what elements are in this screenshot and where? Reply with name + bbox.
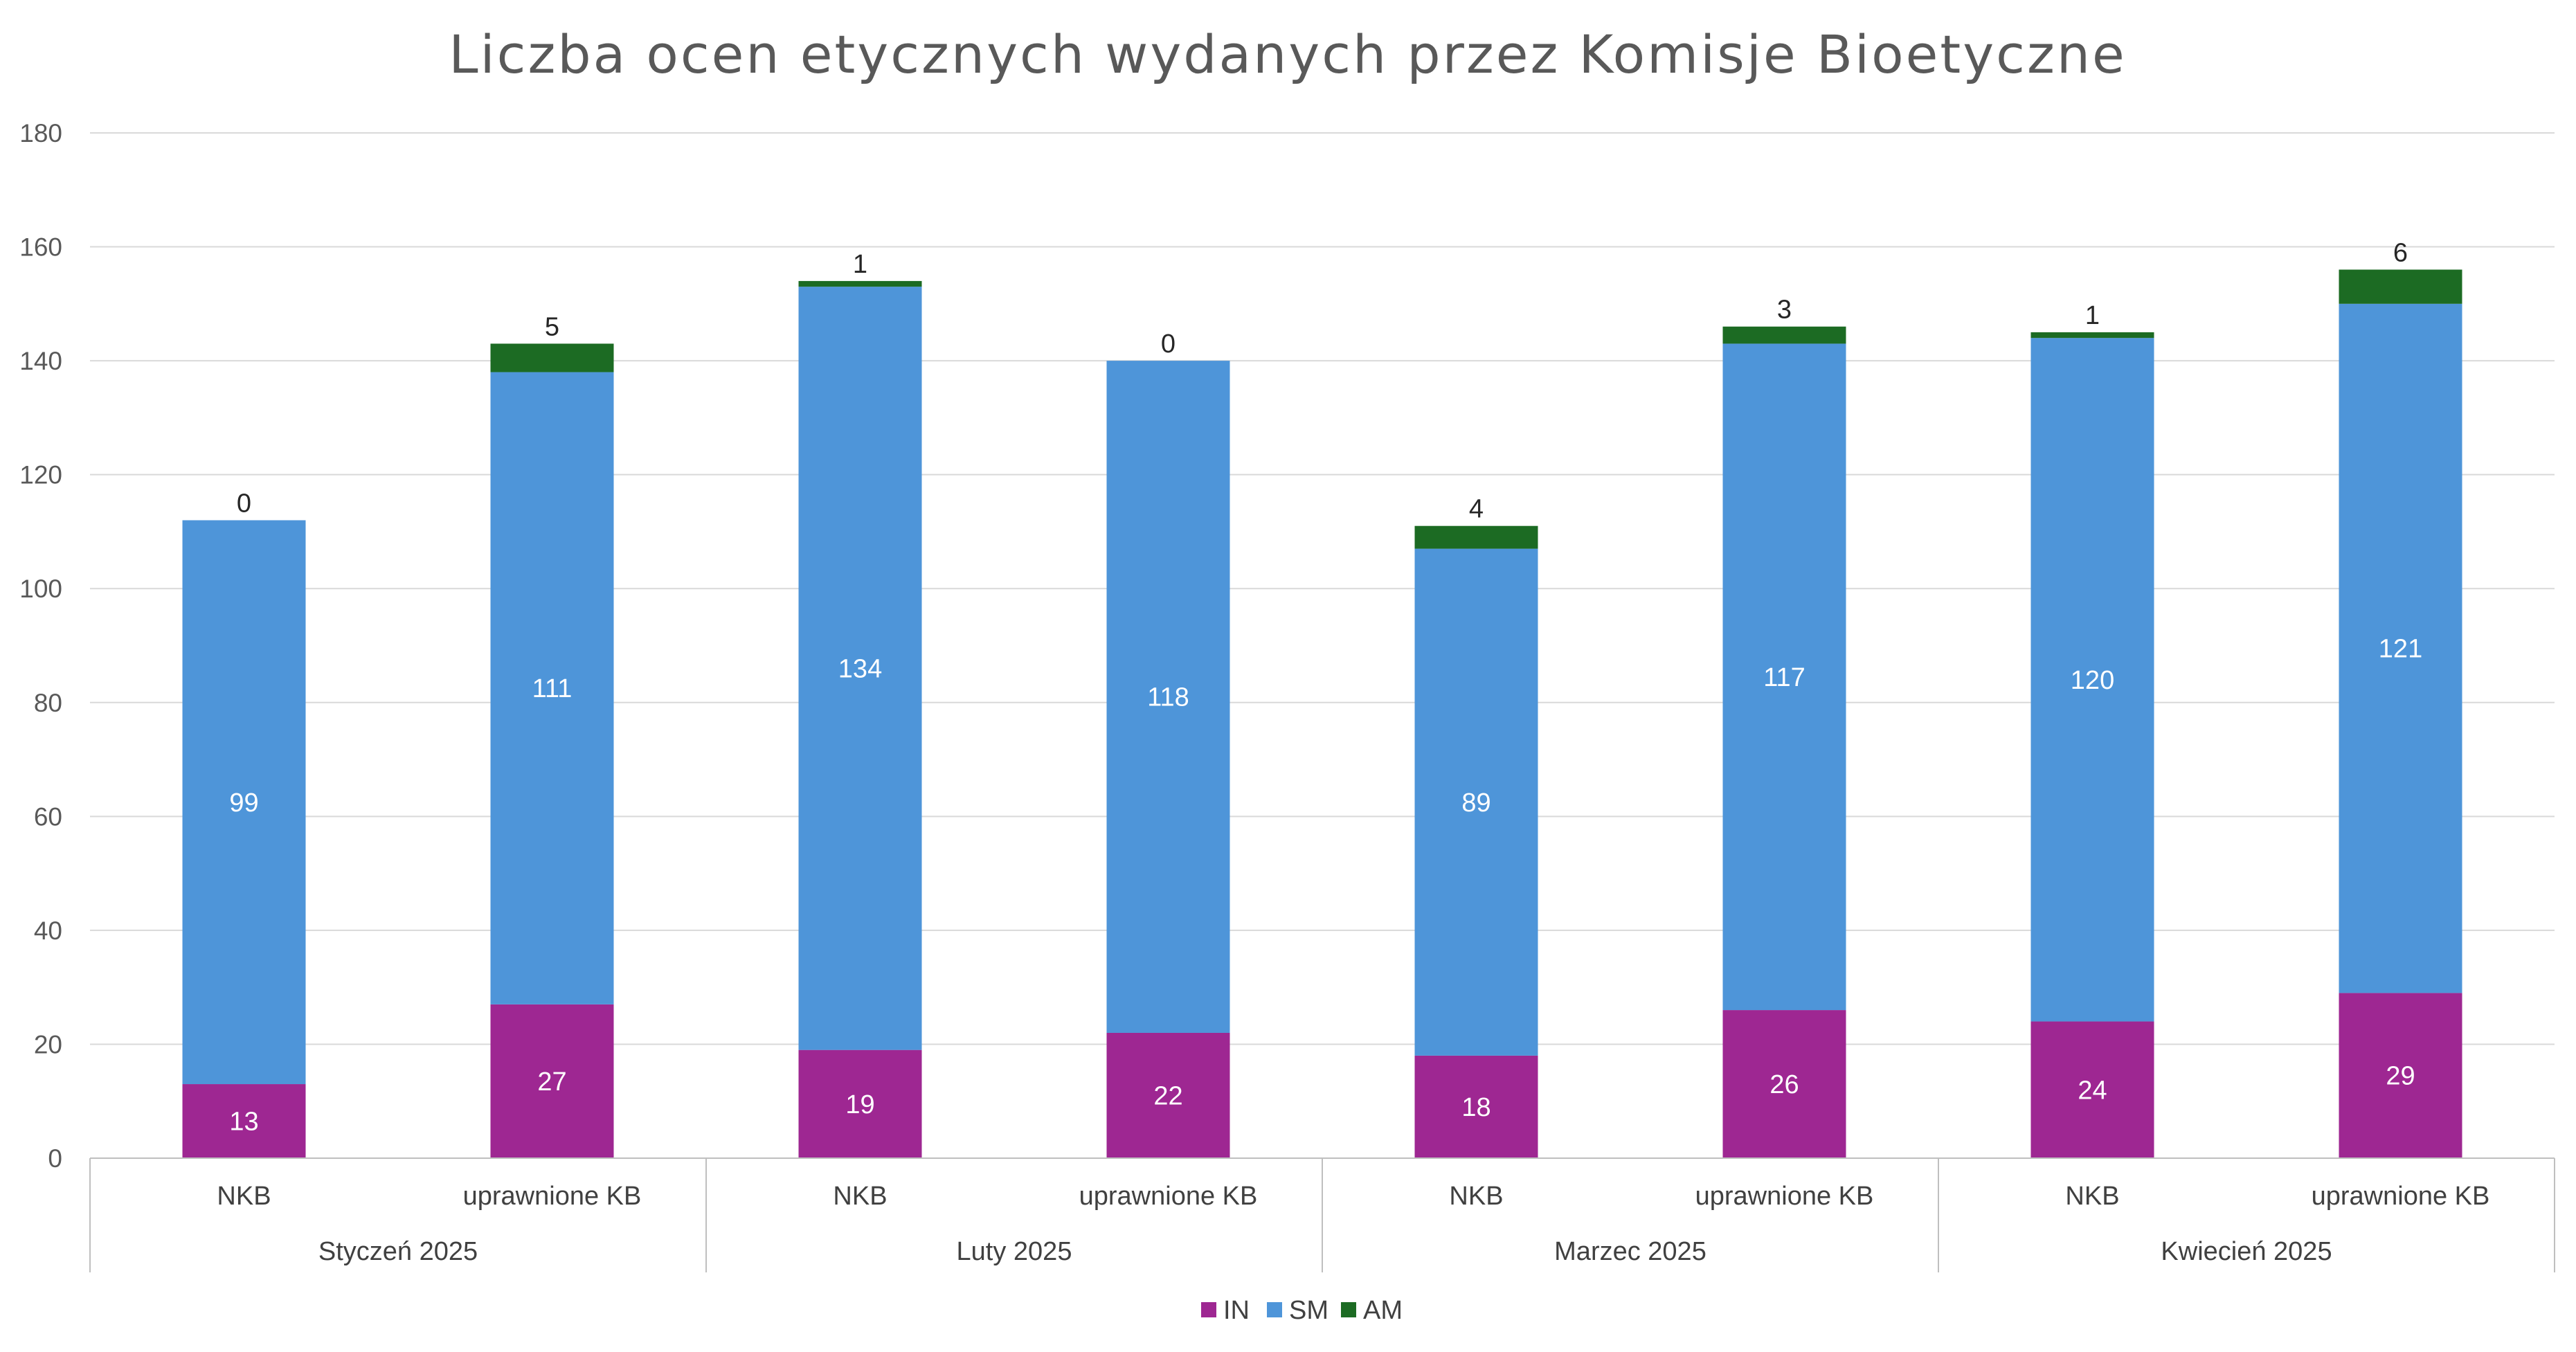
y-tick-label: 120 bbox=[19, 461, 62, 489]
data-label-sm: 120 bbox=[2071, 666, 2114, 695]
bar-segment-am bbox=[1414, 525, 1538, 549]
y-tick-label: 60 bbox=[34, 802, 62, 831]
data-label-am: 1 bbox=[853, 250, 867, 279]
legend-label-sm: SM bbox=[1289, 1296, 1328, 1325]
data-label-in: 22 bbox=[1153, 1081, 1182, 1110]
data-label-am: 4 bbox=[1469, 495, 1484, 524]
x-group-label: Kwiecień 2025 bbox=[2161, 1237, 2332, 1266]
legend-swatch-am bbox=[1341, 1302, 1356, 1317]
x-category-label: NKB bbox=[217, 1182, 271, 1211]
bar-segment-sm bbox=[182, 520, 306, 1085]
data-labels: 13 99 0 27 111 5 19 134 1 22 118 0 18 89 4 26 117 3 24 120 1… bbox=[229, 238, 2422, 1136]
bar-segment-in bbox=[490, 1004, 614, 1158]
bar-segment-sm bbox=[2030, 338, 2154, 1022]
bar-segment-sm bbox=[490, 372, 614, 1004]
data-label-am: 3 bbox=[1777, 296, 1792, 325]
x-group-label: Styczeń 2025 bbox=[318, 1237, 478, 1266]
data-label-am: 0 bbox=[1161, 330, 1176, 359]
data-label-sm: 111 bbox=[532, 674, 573, 703]
data-label-sm: 89 bbox=[1461, 788, 1490, 818]
x-category-label: uprawnione KB bbox=[2312, 1182, 2490, 1211]
x-category-label: NKB bbox=[1449, 1182, 1503, 1211]
data-label-in: 19 bbox=[845, 1090, 874, 1119]
bar-segment-in bbox=[798, 1049, 922, 1158]
gridlines bbox=[90, 132, 2555, 1045]
x-category-label: uprawnione KB bbox=[463, 1182, 642, 1211]
data-label-in: 29 bbox=[2386, 1062, 2415, 1091]
bar-segment-in bbox=[1414, 1055, 1538, 1158]
data-label-sm: 121 bbox=[2379, 635, 2422, 664]
y-tick-label: 40 bbox=[34, 917, 62, 945]
data-label-sm: 117 bbox=[1763, 663, 1805, 692]
bar-segment-am bbox=[490, 343, 614, 372]
bar-segment-in bbox=[1722, 1010, 1846, 1158]
y-tick-label: 160 bbox=[19, 233, 62, 262]
data-label-am: 6 bbox=[2393, 238, 2408, 267]
x-group-label: Marzec 2025 bbox=[1554, 1237, 1706, 1266]
bar-segment-am bbox=[798, 280, 922, 287]
data-label-in: 26 bbox=[1769, 1070, 1799, 1099]
bar-stacks bbox=[182, 269, 2462, 1158]
legend-swatch-in bbox=[1201, 1302, 1216, 1317]
legend-swatch-sm bbox=[1267, 1302, 1282, 1317]
x-category-label: NKB bbox=[833, 1182, 887, 1211]
bar-segment-in bbox=[1106, 1032, 1230, 1158]
y-tick-label: 140 bbox=[19, 347, 62, 375]
y-tick-label: 20 bbox=[34, 1030, 62, 1058]
bar-segment-in bbox=[2339, 993, 2462, 1158]
bar-segment-in bbox=[2030, 1021, 2154, 1158]
x-category-label: uprawnione KB bbox=[1695, 1182, 1874, 1211]
data-label-sm: 99 bbox=[229, 788, 258, 818]
data-label-sm: 118 bbox=[1147, 683, 1189, 712]
bar-segment-sm bbox=[798, 287, 922, 1050]
bar-segment-sm bbox=[2339, 303, 2462, 993]
bar-segment-in bbox=[182, 1084, 306, 1158]
bar-segment-sm bbox=[1106, 361, 1230, 1033]
chart-title: Liczba ocen etycznych wydanych przez Kom… bbox=[449, 24, 2127, 85]
data-label-in: 24 bbox=[2078, 1076, 2107, 1105]
data-label-in: 18 bbox=[1461, 1093, 1490, 1122]
data-label-in: 27 bbox=[537, 1067, 566, 1097]
bar-segment-sm bbox=[1414, 548, 1538, 1056]
data-label-am: 0 bbox=[237, 489, 251, 518]
y-axis: 0 20 40 60 80 100 120 140 160 180 bbox=[19, 119, 62, 1173]
x-category-label: uprawnione KB bbox=[1079, 1182, 1258, 1211]
y-tick-label: 180 bbox=[19, 119, 62, 147]
bar-segment-am bbox=[2030, 332, 2154, 339]
y-tick-label: 0 bbox=[48, 1144, 62, 1173]
legend: IN SM AM bbox=[1201, 1296, 1403, 1325]
legend-label-am: AM bbox=[1363, 1296, 1403, 1325]
data-label-sm: 134 bbox=[838, 654, 882, 683]
data-label-am: 5 bbox=[545, 312, 559, 341]
x-axis: NKB uprawnione KB NKB uprawnione KB NKB upraw… bbox=[89, 1157, 2555, 1272]
legend-label-in: IN bbox=[1223, 1296, 1250, 1325]
data-label-in: 13 bbox=[229, 1108, 258, 1137]
x-category-label: NKB bbox=[2065, 1182, 2119, 1211]
bar-segment-am bbox=[2339, 269, 2462, 304]
bar-segment-sm bbox=[1722, 343, 1846, 1011]
y-tick-label: 80 bbox=[34, 689, 62, 717]
x-group-label: Luty 2025 bbox=[957, 1237, 1072, 1266]
data-label-am: 1 bbox=[2085, 301, 2100, 330]
bar-segment-am bbox=[1722, 326, 1846, 344]
y-tick-label: 100 bbox=[19, 575, 62, 603]
